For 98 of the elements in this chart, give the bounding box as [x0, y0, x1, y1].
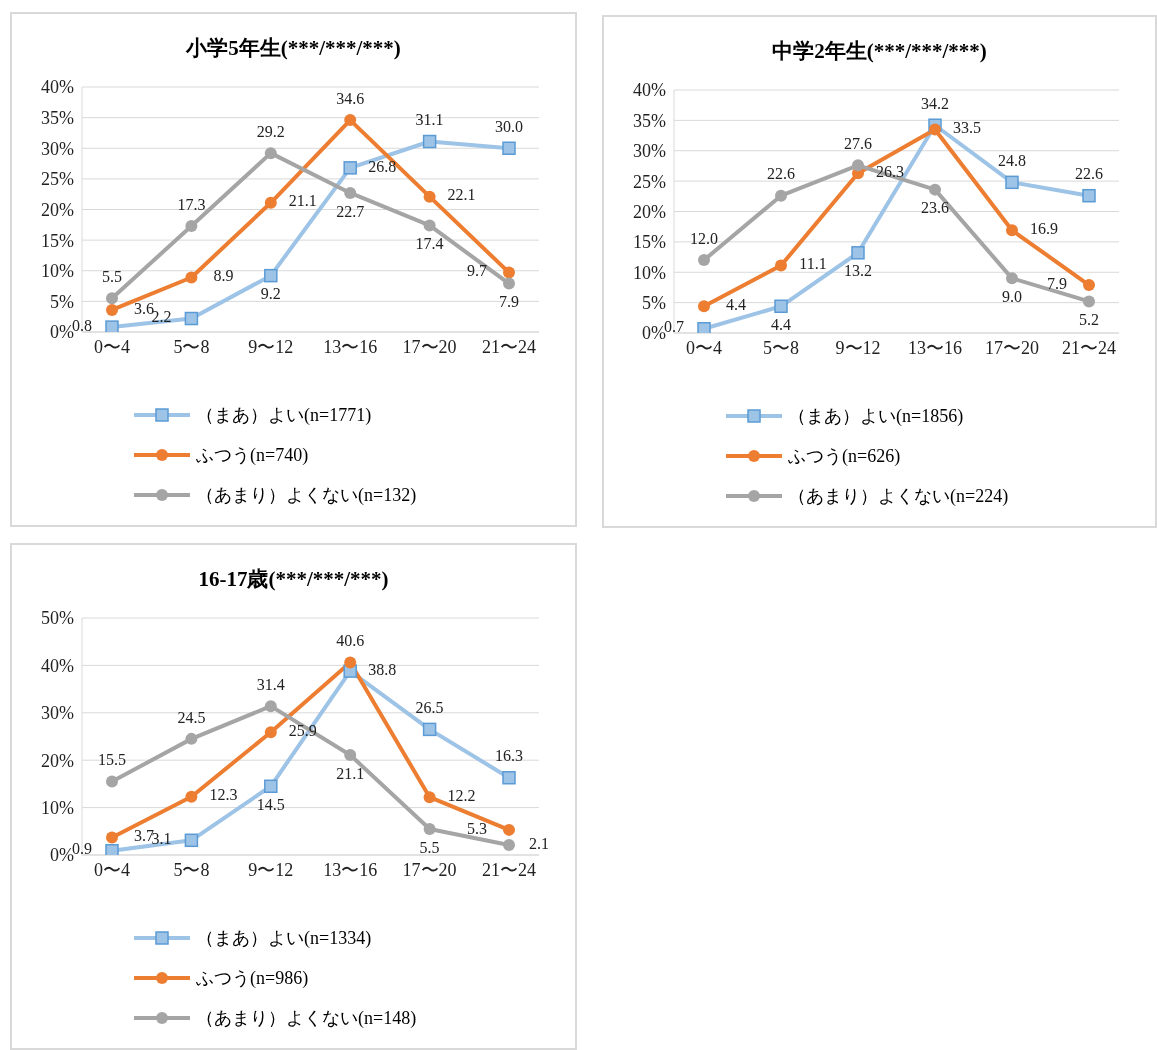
data-label: 5.3 [467, 819, 487, 837]
data-label: 22.6 [767, 165, 795, 183]
chart-title: 中学2年生(***/***/***) [771, 38, 988, 65]
x-tick-label: 17〜20 [985, 337, 1039, 358]
data-label: 34.6 [336, 89, 365, 107]
data-label: 26.8 [368, 157, 397, 175]
x-tick-label: 21〜24 [482, 336, 536, 357]
data-label: 17.4 [415, 235, 444, 253]
data-label: 30.0 [495, 117, 523, 135]
x-tick-label: 13〜16 [908, 337, 962, 358]
y-tick-label: 25% [633, 171, 666, 192]
legend-label: （まあ）よい(n=1856) [788, 405, 964, 428]
data-label: 22.7 [336, 202, 365, 220]
y-tick-label: 20% [41, 199, 74, 220]
data-label: 21.1 [288, 192, 317, 210]
x-tick-label: 5〜8 [173, 336, 210, 357]
data-label: 38.8 [368, 660, 397, 678]
x-tick-label: 5〜8 [763, 337, 799, 358]
y-tick-label: 40% [41, 655, 74, 676]
data-label: 12.2 [447, 786, 476, 804]
y-tick-label: 5% [642, 293, 666, 314]
data-label: 5.5 [102, 267, 122, 285]
data-label: 24.8 [998, 152, 1026, 170]
data-label: 12.3 [209, 786, 238, 804]
data-label: 17.3 [177, 195, 206, 213]
data-label: 13.2 [844, 262, 872, 280]
data-label: 4.4 [771, 315, 791, 333]
data-label: 25.9 [288, 721, 317, 739]
data-label: 11.1 [799, 255, 827, 273]
data-label: 21.1 [336, 764, 365, 782]
y-tick-label: 40% [633, 80, 666, 101]
y-tick-label: 30% [41, 703, 74, 724]
data-label: 5.2 [1079, 311, 1099, 329]
y-tick-label: 15% [41, 230, 74, 251]
x-tick-label: 5〜8 [173, 859, 210, 880]
data-label: 23.6 [921, 199, 949, 217]
y-tick-label: 35% [41, 108, 74, 129]
data-label: 7.9 [1047, 274, 1067, 292]
x-tick-label: 13〜16 [323, 859, 378, 880]
y-tick-label: 20% [633, 201, 666, 222]
data-label: 9.2 [260, 285, 281, 303]
x-tick-label: 9〜12 [248, 336, 294, 357]
legend-label: （まあ）よい(n=1334) [196, 927, 372, 950]
data-label: 31.1 [415, 111, 444, 129]
x-tick-label: 17〜20 [402, 859, 457, 880]
legend-label: （あまり）よくない(n=148) [196, 1007, 417, 1030]
x-tick-label: 17〜20 [402, 336, 457, 357]
y-tick-label: 40% [41, 77, 74, 98]
y-tick-label: 30% [633, 141, 666, 162]
y-tick-label: 20% [41, 750, 74, 771]
data-label: 26.3 [876, 162, 904, 180]
data-label: 5.5 [419, 838, 440, 856]
data-label: 7.9 [499, 293, 519, 311]
data-label: 9.0 [1002, 288, 1022, 305]
data-label: 26.5 [415, 699, 444, 717]
data-label: 8.9 [213, 267, 234, 285]
x-tick-label: 0〜4 [94, 859, 130, 880]
legend-label: （あまり）よくない(n=224) [788, 485, 1009, 508]
x-tick-label: 0〜4 [686, 337, 722, 358]
data-label: 16.9 [1030, 220, 1058, 237]
y-tick-label: 30% [41, 138, 74, 159]
legend-label: （まあ）よい(n=1771) [196, 404, 372, 427]
data-label: 24.5 [177, 708, 206, 726]
data-label: 31.4 [256, 675, 285, 693]
y-tick-label: 10% [633, 262, 666, 283]
chart-title: 16-17歳(***/***/***) [197, 566, 390, 593]
data-label: 27.6 [844, 135, 872, 152]
data-label: 9.7 [467, 262, 487, 280]
x-tick-label: 9〜12 [248, 859, 294, 880]
legend-label: ふつう(n=986) [196, 967, 309, 990]
y-tick-label: 10% [41, 261, 74, 282]
x-tick-label: 13〜16 [323, 336, 378, 357]
y-tick-label: 10% [41, 797, 74, 818]
data-label: 33.5 [953, 119, 981, 137]
data-label: 12.0 [690, 229, 718, 247]
data-label: 29.2 [256, 122, 285, 140]
chart-title: 小学5年生(***/***/***) [185, 35, 402, 62]
x-tick-label: 0〜4 [94, 336, 130, 357]
legend-label: ふつう(n=626) [788, 445, 901, 468]
data-label: 22.1 [447, 186, 476, 204]
y-tick-label: 25% [41, 169, 74, 190]
data-label: 15.5 [98, 751, 126, 769]
y-tick-label: 50% [41, 608, 74, 629]
data-label: 16.3 [495, 747, 523, 765]
y-tick-label: 5% [50, 291, 74, 312]
x-tick-label: 9〜12 [835, 337, 881, 358]
y-tick-label: 15% [633, 232, 666, 253]
data-label: 40.6 [336, 632, 365, 650]
data-label: 22.6 [1075, 165, 1103, 183]
data-label: 2.1 [529, 834, 549, 852]
x-tick-label: 21〜24 [1062, 337, 1116, 358]
data-label: 4.4 [726, 295, 746, 313]
y-tick-label: 35% [633, 110, 666, 131]
x-tick-label: 21〜24 [482, 859, 536, 880]
legend-label: ふつう(n=740) [196, 444, 309, 467]
legend-label: （あまり）よくない(n=132) [196, 484, 417, 507]
data-label: 14.5 [256, 795, 285, 813]
data-label: 34.2 [921, 94, 949, 112]
